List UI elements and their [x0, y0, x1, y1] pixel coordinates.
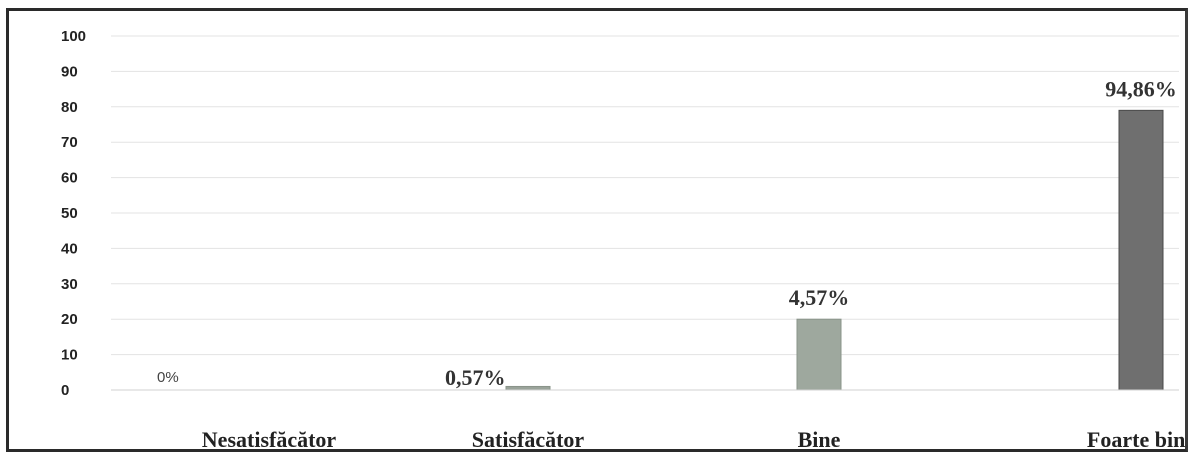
data-label: 94,86%: [1105, 76, 1177, 101]
y-tick-label-40: 40: [61, 240, 78, 257]
data-label: 4,57%: [789, 285, 850, 310]
bar-satisfăcător: [505, 385, 551, 391]
y-tick-label-30: 30: [61, 276, 78, 293]
y-tick-label-10: 10: [61, 347, 78, 364]
y-tick-label-100: 100: [61, 28, 86, 45]
y-tick-label-90: 90: [61, 63, 78, 80]
x-category-label: Nesatisfăcător: [202, 427, 337, 449]
x-category-label: Satisfăcător: [472, 427, 585, 449]
y-tick-label-70: 70: [61, 134, 78, 151]
y-tick-label-50: 50: [61, 205, 78, 222]
data-label: 0,57%: [445, 365, 506, 390]
x-category-label: Foarte bine: [1087, 427, 1185, 449]
bar-chart: 0 10 20 30 40 50 60 70 80 90 100 Nesatisfăcător 0% Sa…: [61, 28, 1185, 449]
y-tick-label-60: 60: [61, 170, 78, 187]
bar-bine: [796, 318, 842, 391]
y-tick-label-80: 80: [61, 99, 78, 116]
y-tick-label-0: 0: [61, 382, 69, 399]
y-tick-label-20: 20: [61, 311, 78, 328]
x-category-label: Bine: [798, 427, 841, 449]
bar-foarte-bine: [1118, 109, 1164, 391]
chart-frame: 0 10 20 30 40 50 60 70 80 90 100 Nesatisfăcător 0% Sa…: [6, 8, 1188, 452]
data-label: 0%: [157, 369, 179, 386]
